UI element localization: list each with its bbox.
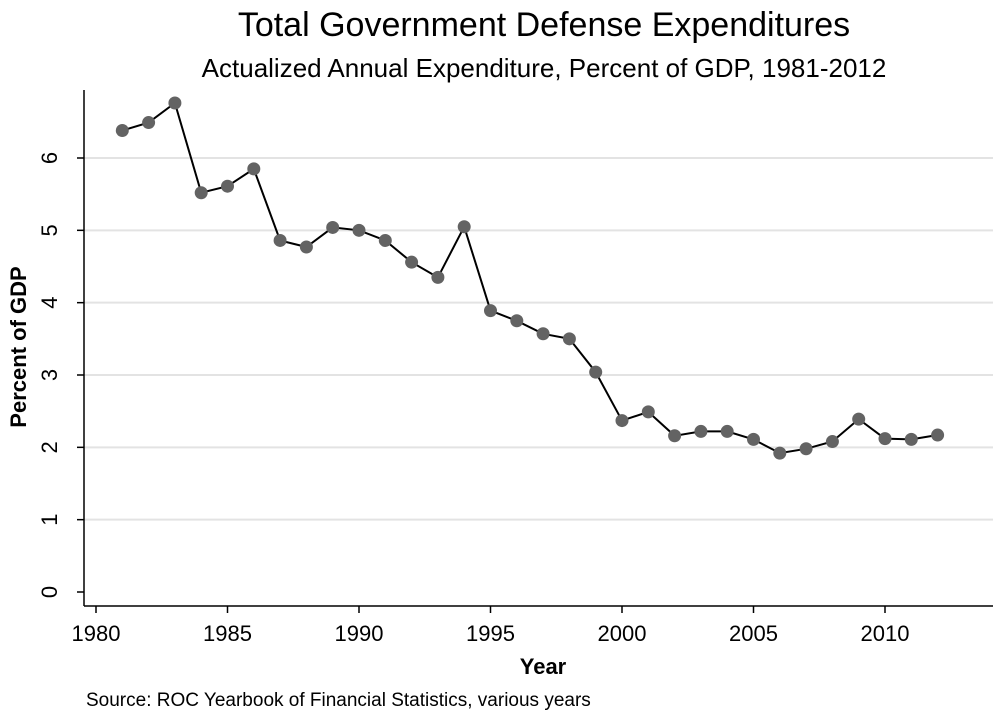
data-point	[352, 223, 366, 237]
x-tick-label: 1980	[72, 621, 121, 646]
data-point	[168, 96, 182, 110]
data-point	[457, 220, 471, 234]
data-point	[589, 365, 603, 379]
data-point	[221, 179, 234, 193]
chart-title: Total Government Defense Expenditures	[238, 6, 850, 44]
chart-subtitle: Actualized Annual Expenditure, Percent o…	[202, 53, 887, 83]
data-point	[615, 414, 629, 428]
data-point	[378, 233, 392, 247]
x-tick-label: 2000	[598, 621, 647, 646]
grid	[84, 157, 993, 521]
axes: 0 1 2 3 4 5 6 1980 1985 1990 1995 2000 2005 2010	[37, 90, 993, 646]
data-point	[562, 332, 576, 346]
x-tick-label: 2010	[861, 621, 910, 646]
data-point	[773, 446, 787, 460]
data-point	[694, 424, 708, 438]
y-tick-label: 5	[37, 224, 62, 236]
data-point	[799, 442, 813, 456]
y-tick-label: 2	[37, 441, 62, 453]
y-tick-label: 4	[37, 297, 62, 309]
x-tick-label: 1990	[335, 621, 384, 646]
data-point	[825, 435, 839, 449]
data-point	[405, 255, 419, 269]
data-point	[668, 429, 682, 443]
y-tick-label: 1	[37, 514, 62, 526]
data-point	[247, 162, 261, 176]
data-point	[641, 405, 655, 419]
data-point	[142, 116, 156, 130]
data-point	[431, 270, 445, 284]
data-point	[194, 186, 208, 200]
x-tick-label: 1995	[466, 621, 515, 646]
data-point	[273, 233, 287, 247]
data-point	[299, 240, 313, 254]
data-point	[536, 327, 550, 341]
y-tick-label: 3	[37, 369, 62, 381]
source-note: Source: ROC Yearbook of Financial Statis…	[86, 690, 591, 711]
series-line	[122, 101, 938, 455]
data-point	[326, 220, 340, 234]
data-series	[115, 96, 945, 460]
data-point	[931, 428, 945, 442]
y-tick-label: 6	[37, 152, 62, 164]
y-tick-label: 0	[37, 586, 62, 598]
y-axis-title: Percent of GDP	[6, 266, 31, 427]
x-tick-label: 1985	[203, 621, 252, 646]
data-point	[878, 432, 892, 446]
data-point	[510, 314, 524, 328]
data-point	[747, 432, 760, 446]
data-point	[484, 304, 497, 318]
data-point	[720, 424, 734, 438]
x-tick-label: 2005	[729, 621, 778, 646]
data-point	[852, 412, 866, 426]
x-axis-title: Year	[520, 654, 567, 679]
data-point	[115, 124, 129, 138]
data-point	[904, 432, 918, 446]
